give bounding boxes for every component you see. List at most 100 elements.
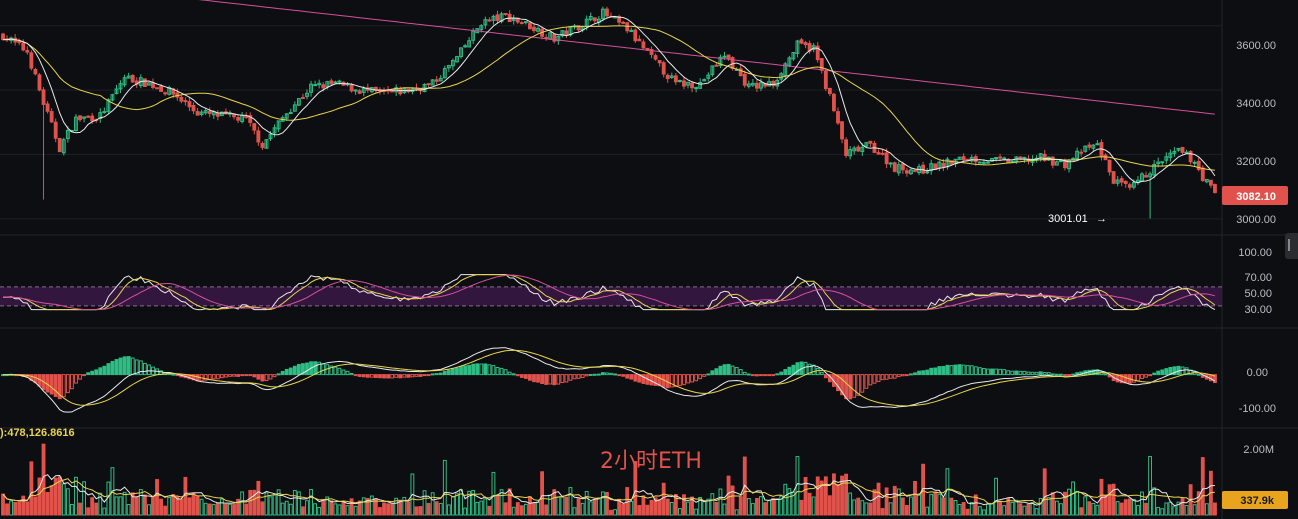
- rsi-tick-label: 30.00: [1244, 304, 1272, 316]
- candle-body: [1002, 157, 1007, 160]
- volume-bar: [130, 492, 135, 516]
- candle-body: [256, 130, 261, 143]
- candle-body: [1152, 163, 1157, 176]
- volume-bar: [167, 497, 172, 516]
- volume-bar: [722, 503, 727, 516]
- volume-bar: [142, 494, 147, 516]
- macd-bar: [446, 369, 451, 376]
- macd-bar: [617, 374, 622, 377]
- current-volume-label: 337.9k: [1240, 495, 1275, 507]
- volume-bar: [872, 489, 877, 516]
- volume-bar: [523, 503, 528, 516]
- candle-body: [219, 111, 224, 117]
- macd-bar: [224, 374, 228, 378]
- candle-body: [969, 156, 974, 162]
- candle-body: [244, 115, 249, 118]
- volume-bar: [305, 500, 309, 516]
- volume-bar: [763, 502, 767, 516]
- collapse-axis-button[interactable]: [1285, 233, 1298, 259]
- macd-bar: [552, 374, 557, 386]
- macd-bar: [560, 374, 565, 384]
- macd-bar: [499, 367, 504, 376]
- candle-body: [576, 25, 581, 31]
- rsi-overbought-band: [0, 286, 1222, 306]
- volume-bar: [329, 500, 334, 516]
- volume-bar: [53, 477, 58, 516]
- rsi-tick-label: 70.00: [1244, 272, 1272, 284]
- candle-body: [1111, 171, 1116, 184]
- candle-body: [151, 82, 155, 88]
- candle-body: [1042, 153, 1047, 161]
- volume-bar: [1046, 497, 1051, 516]
- volume-bar: [584, 490, 589, 516]
- macd-bar: [568, 374, 573, 381]
- candle-body: [1160, 161, 1165, 164]
- volume-bar: [771, 497, 776, 516]
- volume-bar: [487, 505, 492, 516]
- macd-bar: [94, 369, 99, 376]
- volume-bar: [422, 490, 427, 516]
- macd-bar: [483, 363, 488, 376]
- macd-bar: [1046, 372, 1051, 376]
- volume-bar: [301, 506, 305, 516]
- macd-bar: [1144, 374, 1148, 378]
- macd-bar: [1018, 370, 1023, 376]
- volume-bar: [1022, 505, 1027, 516]
- macd-bar: [718, 365, 723, 376]
- candle-body: [426, 83, 431, 86]
- macd-axis: 0.00 -100.00: [1239, 367, 1276, 415]
- volume-bar: [1071, 481, 1075, 516]
- volume-bar: [827, 495, 832, 516]
- volume-bar: [929, 493, 934, 516]
- candle-body: [313, 84, 318, 87]
- macd-bar: [994, 368, 998, 376]
- macd-bar: [378, 374, 382, 379]
- volume-bar: [884, 487, 889, 516]
- volume-bar: [17, 500, 22, 516]
- volume-bar: [965, 508, 970, 516]
- candle-body: [61, 139, 66, 154]
- macd-bar: [479, 363, 484, 376]
- macd-bar: [921, 370, 926, 376]
- volume-bar: [369, 495, 374, 516]
- candle-body: [791, 51, 796, 60]
- macd-bar: [1010, 370, 1015, 376]
- candle-body: [746, 83, 751, 87]
- volume-bar: [276, 489, 281, 516]
- volume-bar: [921, 463, 926, 516]
- volume-bar: [446, 504, 451, 516]
- macd-bar: [130, 357, 135, 376]
- candle-body: [41, 89, 46, 105]
- macd-bar: [783, 369, 788, 376]
- volume-bar: [207, 503, 212, 516]
- volume-bar: [698, 496, 703, 516]
- macd-bar: [86, 372, 91, 376]
- volume-bar: [284, 500, 289, 516]
- candle-body: [1176, 147, 1181, 151]
- volume-bar: [917, 493, 921, 516]
- volume-bar: [61, 483, 66, 516]
- macd-bar: [795, 362, 800, 376]
- macd-bar: [556, 374, 561, 385]
- volume-bar: [682, 494, 686, 516]
- candle-body: [921, 164, 926, 174]
- volume-bar: [463, 507, 467, 516]
- volume-tick-label: 2.00M: [1243, 444, 1274, 456]
- volume-bar: [341, 501, 346, 516]
- volume-bar: [706, 498, 711, 516]
- candle-body: [892, 162, 897, 172]
- volume-bar: [1014, 499, 1019, 516]
- macd-bar: [114, 359, 119, 376]
- macd-bar: [823, 374, 828, 379]
- volume-ma-slow: [2, 478, 1215, 505]
- macd-bar: [572, 374, 577, 380]
- volume-bar: [57, 476, 62, 516]
- ma-mid-line: [3, 25, 1215, 171]
- volume-bar: [856, 497, 861, 516]
- candle-body: [981, 161, 986, 164]
- macd-bar: [495, 366, 500, 376]
- macd-bar: [357, 374, 362, 377]
